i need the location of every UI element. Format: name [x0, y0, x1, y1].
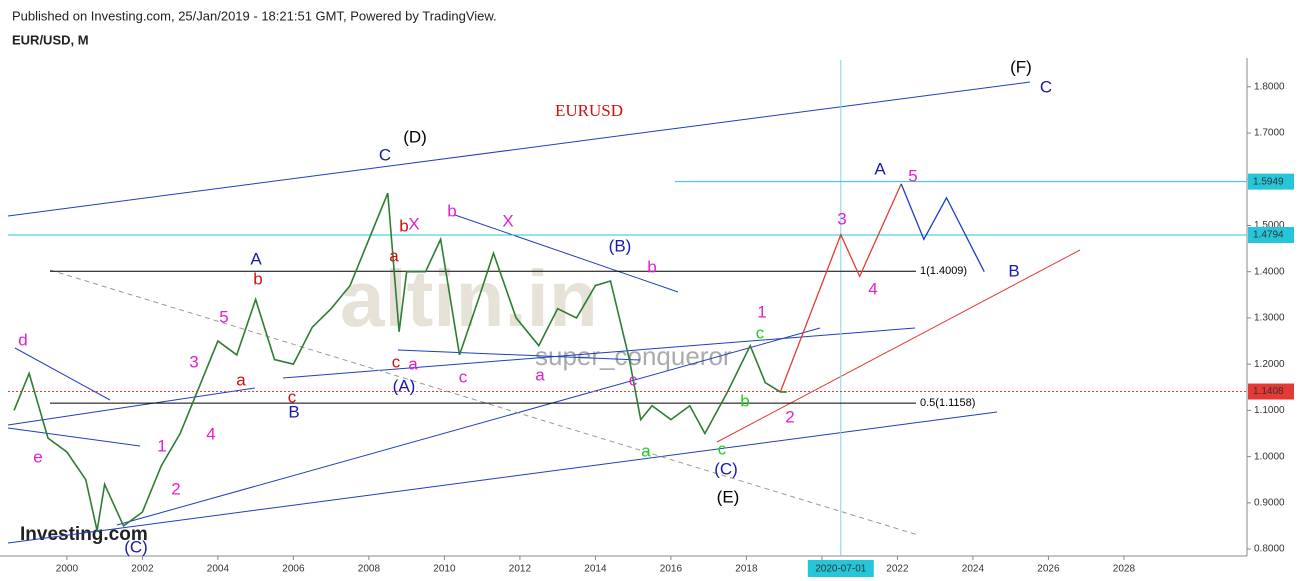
date-marker-bg — [807, 560, 874, 577]
wave-label: a — [389, 246, 399, 265]
wave-label: X — [502, 211, 513, 230]
trend-lines — [7, 81, 1081, 544]
symbol: EUR/USD, M — [12, 32, 89, 47]
trend-line — [716, 249, 1081, 443]
wave-label: C — [1040, 77, 1052, 96]
y-tick-label: 1.8000 — [1254, 81, 1285, 92]
y-tick-label: 1.5000 — [1254, 220, 1285, 231]
wave-label: b — [399, 216, 408, 235]
wave-label: C — [379, 145, 391, 164]
wave-label: e — [33, 447, 42, 466]
wave-label: 5 — [219, 307, 228, 326]
logo: Investing.com — [20, 524, 148, 545]
wave-label: c — [288, 387, 297, 406]
wave-label: c — [459, 367, 468, 386]
trend-line — [454, 214, 679, 293]
wave-label: a — [236, 370, 246, 389]
wave-label: A — [250, 249, 262, 268]
price-line-series — [13, 192, 787, 531]
x-tick-label: 2026 — [1037, 564, 1060, 575]
wave-label: 1 — [757, 302, 766, 321]
wave-label: 2 — [171, 479, 180, 498]
y-tick-label: 1.4000 — [1254, 266, 1285, 277]
x-tick-label: 2004 — [207, 564, 230, 575]
x-tick-label: 2006 — [282, 564, 305, 575]
trend-line — [7, 411, 998, 544]
level-label: 0.5(1.1158) — [920, 397, 975, 409]
wave-label: d — [18, 330, 27, 349]
price-label-bg — [1248, 383, 1294, 400]
wave-label: a — [641, 441, 651, 460]
price-label-bg — [1248, 227, 1294, 244]
x-tick-label: 2010 — [433, 564, 456, 575]
trend-line — [397, 349, 641, 361]
projection — [900, 183, 985, 273]
y-tick-label: 0.8000 — [1254, 544, 1285, 555]
x-tick-label: 2028 — [1113, 564, 1136, 575]
wave-label: b — [740, 391, 749, 410]
wave-label: b — [253, 269, 262, 288]
wave-label: 3 — [189, 352, 198, 371]
wave-label: (D) — [403, 127, 427, 146]
trend-line — [7, 387, 256, 426]
wave-label: 5 — [908, 166, 917, 185]
wave-label: 1 — [157, 436, 166, 455]
wave-label: B — [1008, 261, 1019, 280]
x-tick-label: 2024 — [962, 564, 985, 575]
price-label-bg — [1248, 173, 1294, 190]
x-tick-label: 2000 — [56, 564, 79, 575]
price-label: 1.5949 — [1253, 176, 1284, 187]
wave-label: A — [874, 159, 886, 178]
x-tick-label: 2012 — [509, 564, 532, 575]
x-tick-label: 2014 — [584, 564, 607, 575]
x-tick-label: 2022 — [886, 564, 909, 575]
y-tick-label: 0.9000 — [1254, 497, 1285, 508]
wave-label: c — [756, 323, 765, 342]
wave-label: 3 — [837, 209, 846, 228]
wave-label: b — [647, 257, 656, 276]
wave-label: c — [718, 439, 727, 458]
wave-label: c — [629, 370, 638, 389]
trend-line — [116, 327, 821, 526]
trend-line — [282, 327, 916, 379]
x-tick-label: 2018 — [735, 564, 758, 575]
wave-label: a — [535, 365, 545, 384]
wave-label: (C) — [714, 459, 738, 478]
y-tick-label: 1.7000 — [1254, 128, 1285, 139]
y-tick-label: 1.2000 — [1254, 359, 1285, 370]
wave-label: (F) — [1010, 57, 1032, 76]
y-tick-label: 1.0000 — [1254, 451, 1285, 462]
wave-label: c — [392, 352, 401, 371]
wave-label: 4 — [868, 279, 877, 298]
date-marker-label: 2020-07-01 — [815, 564, 867, 575]
level-label: 1(1.4009) — [920, 265, 967, 277]
projection — [779, 183, 902, 393]
y-tick-label: 1.3000 — [1254, 313, 1285, 324]
trend-line — [7, 427, 141, 447]
wave-label: (C) — [124, 537, 148, 556]
published-note: Published on Investing.com, 25/Jan/2019 … — [12, 8, 497, 23]
trend-line — [14, 347, 111, 401]
wave-label: (B) — [609, 236, 632, 255]
trend-line — [49, 269, 919, 536]
y-tick-label: 1.1000 — [1254, 405, 1285, 416]
trend-line — [7, 81, 1031, 217]
chart-title: EURUSD — [555, 101, 623, 120]
wave-label: B — [288, 402, 299, 421]
price-label: 1.1408 — [1253, 386, 1284, 397]
x-tick-label: 2016 — [660, 564, 683, 575]
wave-label: b — [447, 201, 456, 220]
wave-label: X — [408, 214, 419, 233]
wave-label: 4 — [206, 424, 215, 443]
x-tick-label: 2008 — [358, 564, 381, 575]
wave-label: (A) — [393, 376, 416, 395]
x-tick-label: 2002 — [131, 564, 154, 575]
wave-label: a — [408, 354, 418, 373]
wave-label: (E) — [717, 487, 740, 506]
wave-label: 2 — [785, 407, 794, 426]
price-label: 1.4794 — [1253, 230, 1284, 241]
